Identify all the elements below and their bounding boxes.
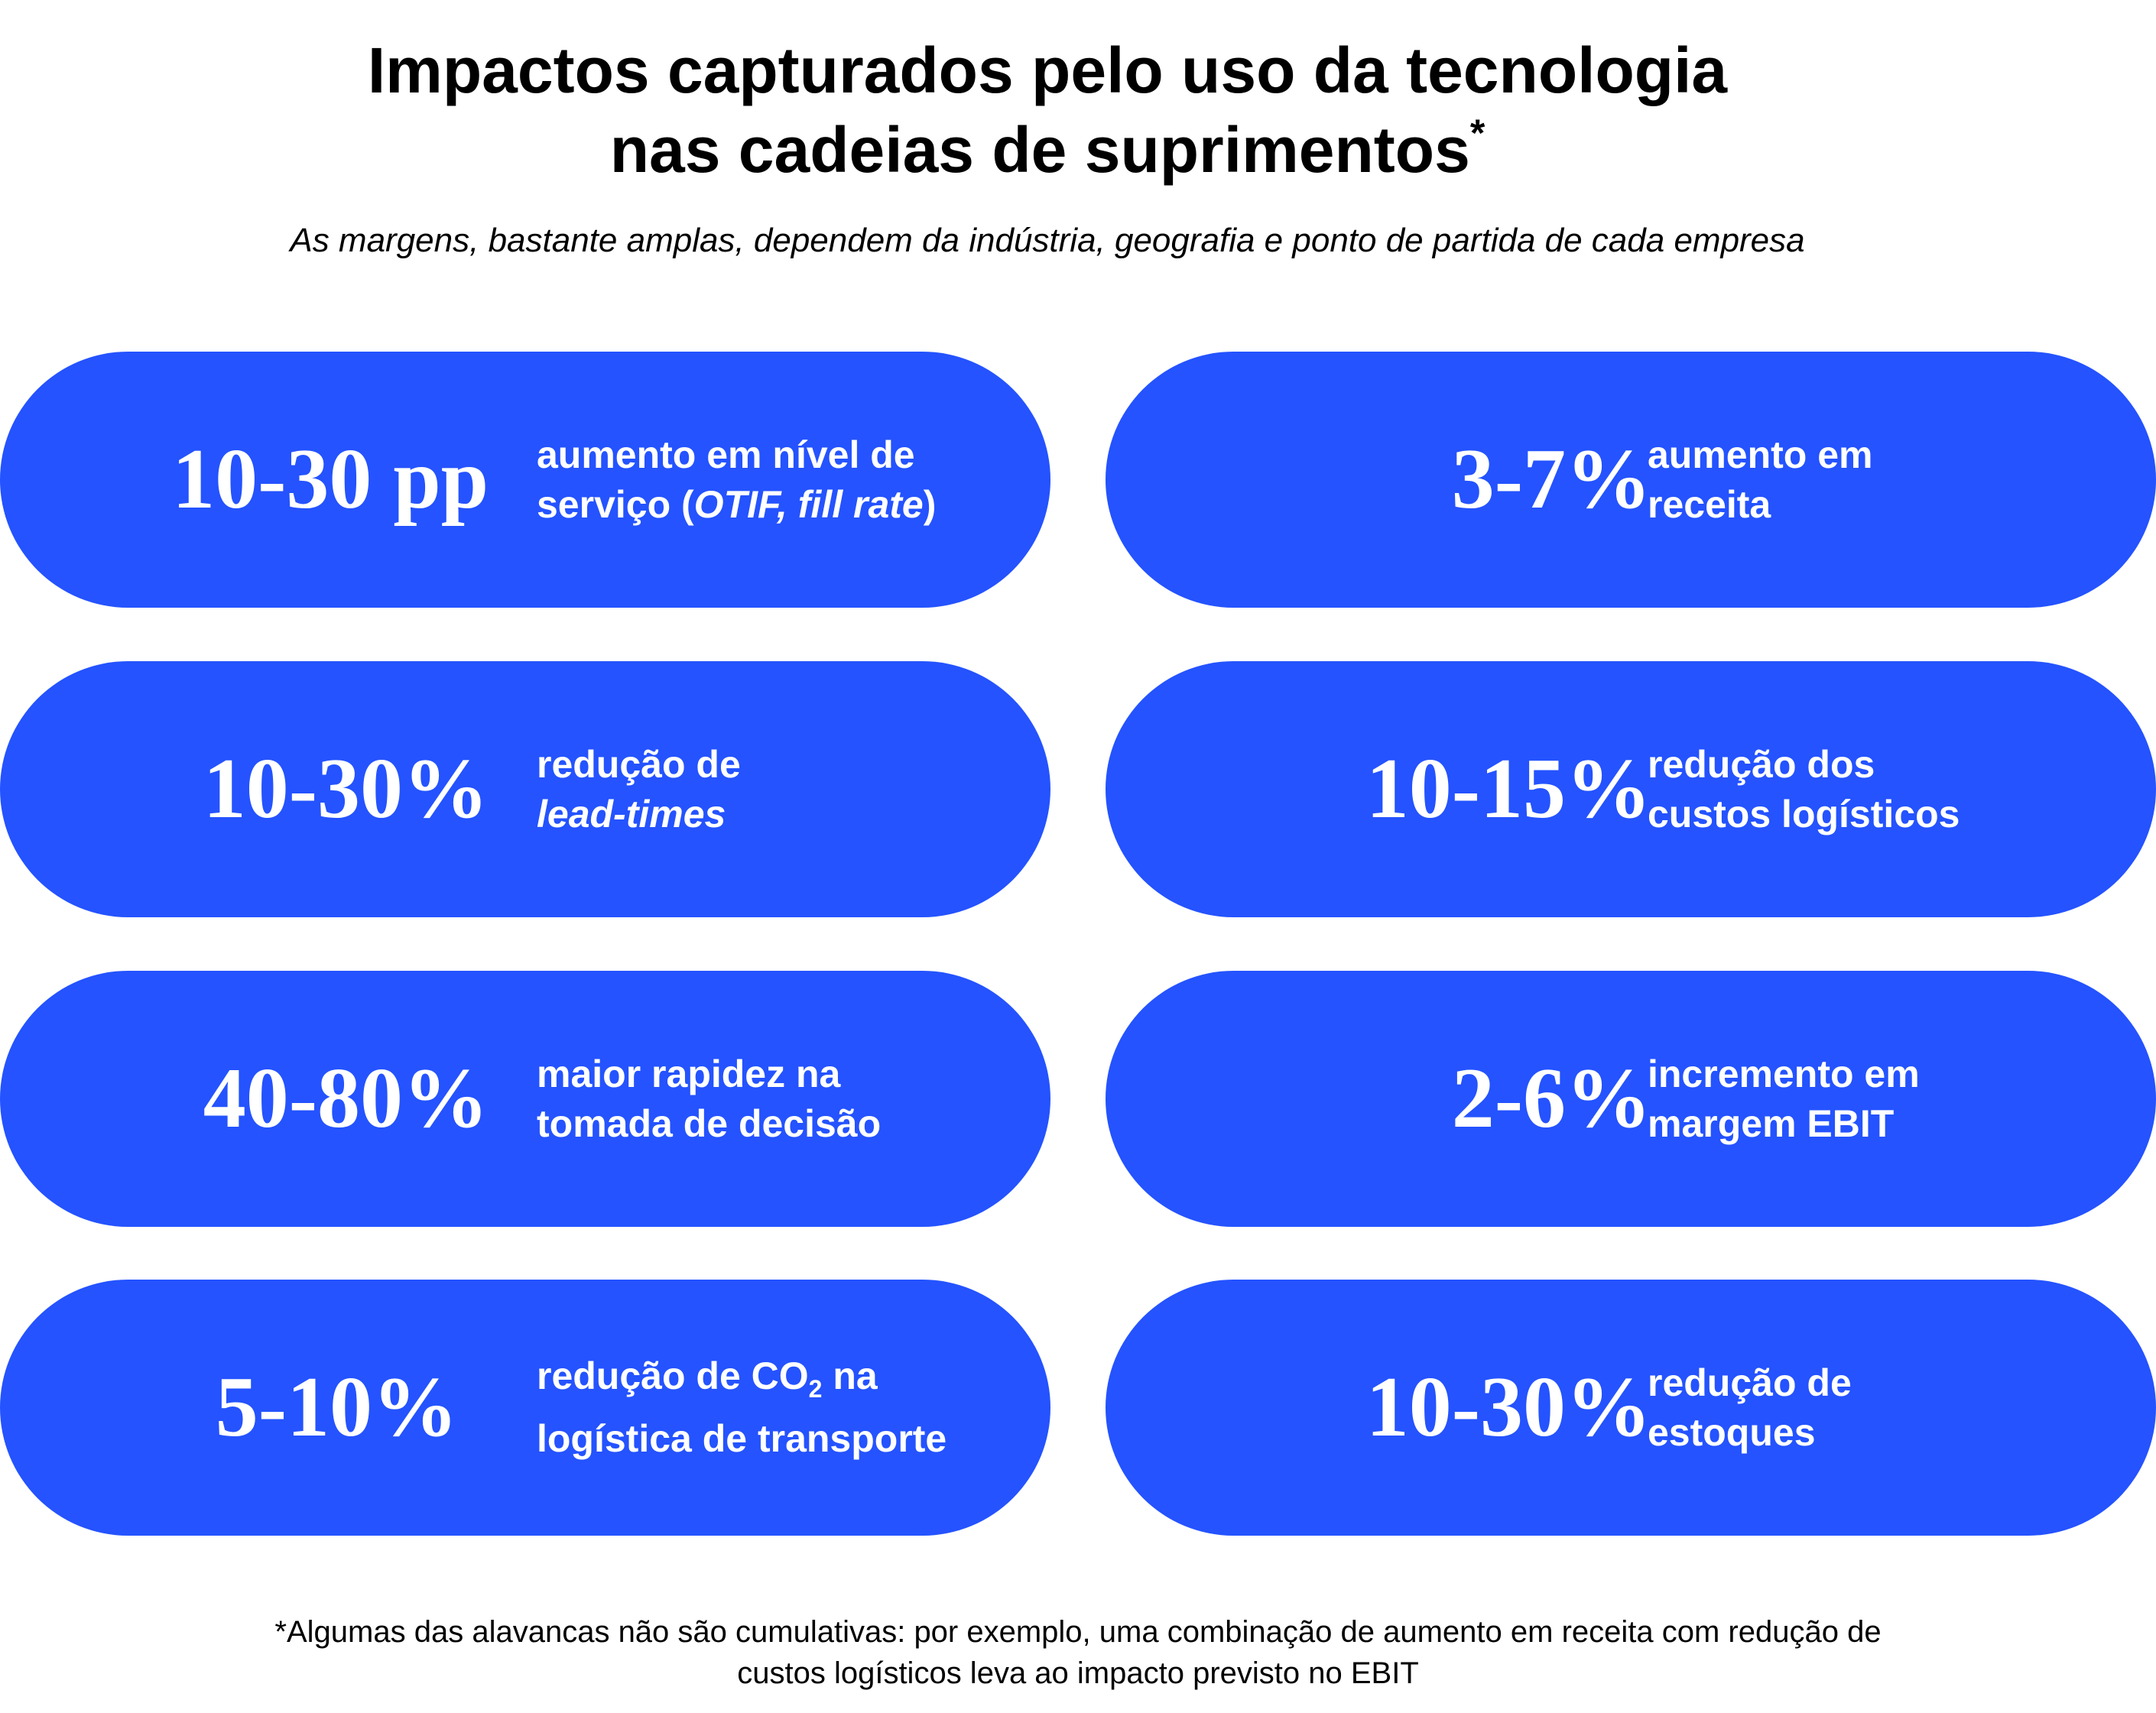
label-subscript: 2 (808, 1375, 823, 1403)
card-label-line2: logística de transporte (537, 1417, 947, 1460)
card-label-line1: redução dos (1648, 742, 1875, 786)
card-co2-reduction: 5-10% redução de CO2 na logística de tra… (0, 1280, 1050, 1536)
card-service-level: 10-30 pp aumento em nível de serviço (OT… (0, 352, 1050, 608)
card-label-line2: serviço (OTIF, fill rate) (537, 480, 936, 530)
card-label-line2: lead-times (537, 792, 726, 835)
card-label: maior rapidez na tomada de decisão (537, 971, 881, 1227)
card-label: incremento em margem EBIT (1648, 971, 1920, 1227)
card-label-line2: margem EBIT (1648, 1101, 1895, 1145)
footnote-line1: *Algumas das alavancas não são cumulativ… (274, 1615, 1882, 1649)
title-asterisk: * (1469, 112, 1485, 154)
label-text: na (822, 1355, 878, 1397)
label-italic: OTIF, fill rate (693, 482, 924, 526)
card-label-line2: tomada de decisão (537, 1101, 882, 1145)
label-text: redução de CO (537, 1355, 809, 1397)
card-value: 2-6% (1451, 1051, 1651, 1146)
label-text: serviço ( (537, 482, 694, 526)
card-lead-times: 10-30% redução de lead-times (0, 661, 1050, 917)
card-label: aumento em receita (1648, 352, 1873, 608)
card-label-line1: redução de (537, 742, 741, 786)
card-ebit-margin: 2-6% incremento em margem EBIT (1106, 971, 2156, 1227)
card-revenue: 3-7% aumento em receita (1106, 352, 2156, 608)
card-value: 10-15% (1365, 741, 1651, 836)
subtitle: As margens, bastante amplas, dependem da… (290, 222, 1805, 259)
card-label: redução de estoques (1648, 1280, 1852, 1536)
card-value: 5-10% (215, 1360, 458, 1455)
card-value: 40-80% (203, 1051, 489, 1146)
card-label: redução de CO2 na logística de transport… (537, 1280, 946, 1536)
card-label: redução dos custos logísticos (1648, 661, 1960, 917)
card-label-line1: aumento em (1648, 433, 1873, 476)
card-label-line1: redução de (1648, 1361, 1852, 1404)
card-value: 10-30% (1365, 1360, 1651, 1455)
label-text: ) (923, 482, 937, 526)
card-value: 10-30% (203, 741, 489, 836)
card-value: 3-7% (1451, 432, 1651, 527)
title-line-2-text: nas cadeias de suprimentos (609, 114, 1470, 186)
card-label-line2: estoques (1648, 1410, 1816, 1454)
card-label-line1: redução de CO2 na (537, 1351, 946, 1414)
card-label-line1: aumento em nível de (537, 433, 915, 476)
card-label: aumento em nível de serviço (OTIF, fill … (537, 352, 936, 608)
footnote: *Algumas das alavancas não são cumulativ… (0, 1611, 2156, 1694)
card-label-line2: custos logísticos (1648, 792, 1960, 835)
card-label-line2: receita (1648, 482, 1771, 526)
card-label-line1: incremento em (1648, 1052, 1920, 1095)
title-line-2: nas cadeias de suprimentos* (0, 110, 2095, 190)
card-inventory: 10-30% redução de estoques (1106, 1280, 2156, 1536)
card-logistics-costs: 10-15% redução dos custos logísticos (1106, 661, 2156, 917)
card-value: 10-30 pp (172, 432, 489, 527)
page-title: Impactos capturados pelo uso da tecnolog… (0, 31, 2095, 190)
footnote-line2: custos logísticos leva ao impacto previs… (737, 1656, 1419, 1690)
card-label-line1: maior rapidez na (537, 1052, 841, 1095)
card-decision-speed: 40-80% maior rapidez na tomada de decisã… (0, 971, 1050, 1227)
card-label: redução de lead-times (537, 661, 741, 917)
title-line-1: Impactos capturados pelo uso da tecnolog… (367, 34, 1728, 106)
